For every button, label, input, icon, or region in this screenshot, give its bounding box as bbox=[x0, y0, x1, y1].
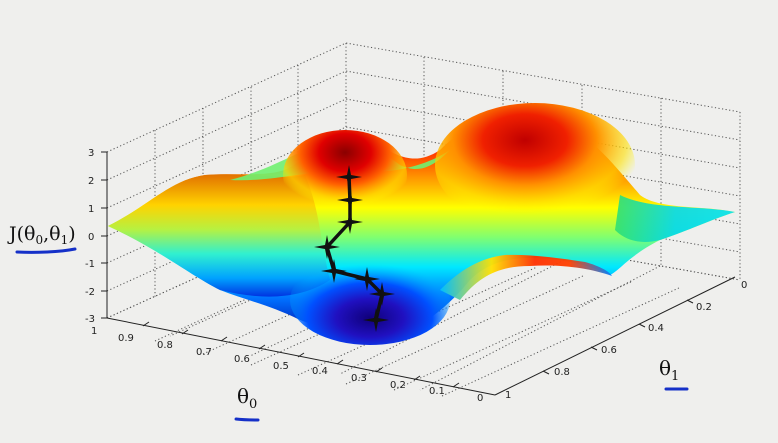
svg-text:2: 2 bbox=[88, 176, 94, 187]
star-marker bbox=[321, 259, 347, 283]
star-marker bbox=[336, 165, 362, 189]
svg-text:1: 1 bbox=[88, 204, 94, 215]
svg-text:-3: -3 bbox=[85, 314, 95, 325]
x-label-underline bbox=[234, 417, 260, 422]
svg-text:0.1: 0.1 bbox=[429, 386, 445, 397]
y-axis-label: θ1 bbox=[659, 356, 689, 391]
axes bbox=[101, 151, 736, 396]
svg-text:0.3: 0.3 bbox=[351, 373, 367, 384]
svg-text:-1: -1 bbox=[85, 259, 95, 270]
svg-text:0.6: 0.6 bbox=[601, 345, 617, 356]
svg-text:0: 0 bbox=[88, 232, 94, 243]
star-marker bbox=[363, 308, 389, 332]
z-axis-label: J(θ0,θ1) bbox=[7, 223, 77, 254]
descent-path bbox=[314, 165, 395, 332]
svg-text:0.8: 0.8 bbox=[157, 340, 173, 351]
star-marker bbox=[337, 210, 363, 234]
svg-text:0.2: 0.2 bbox=[390, 380, 406, 391]
star-marker bbox=[369, 282, 395, 306]
svg-text:0.4: 0.4 bbox=[648, 323, 664, 334]
svg-text:0: 0 bbox=[741, 280, 747, 291]
svg-text:0.9: 0.9 bbox=[118, 333, 134, 344]
svg-text:0.4: 0.4 bbox=[312, 366, 328, 377]
svg-text:3: 3 bbox=[88, 148, 94, 159]
svg-text:0: 0 bbox=[477, 393, 483, 404]
svg-text:0.2: 0.2 bbox=[696, 302, 712, 313]
x-tick-labels: 1 0.9 0.8 0.7 0.6 0.5 0.4 0.3 0.2 0.1 0 bbox=[91, 326, 483, 404]
x-axis-label: θ0 bbox=[234, 384, 260, 422]
star-marker bbox=[337, 188, 363, 212]
svg-text:1: 1 bbox=[91, 326, 97, 337]
star-marker bbox=[314, 235, 340, 259]
svg-text:θ0: θ0 bbox=[237, 384, 257, 412]
svg-text:0.5: 0.5 bbox=[273, 361, 289, 372]
y-tick-labels: 0 0.2 0.4 0.6 0.8 1 bbox=[505, 280, 747, 401]
svg-text:0.6: 0.6 bbox=[234, 354, 250, 365]
z-tick-labels: 3 2 1 0 -1 -2 -3 bbox=[85, 148, 95, 325]
star-marker bbox=[354, 267, 380, 291]
svg-text:0.7: 0.7 bbox=[196, 347, 212, 358]
cost-surface bbox=[108, 103, 735, 345]
z-label-underline bbox=[15, 247, 77, 254]
svg-text:0.8: 0.8 bbox=[554, 367, 570, 378]
svg-text:J(θ0,θ1): J(θ0,θ1) bbox=[7, 223, 76, 247]
svg-text:-2: -2 bbox=[85, 287, 95, 298]
svg-text:1: 1 bbox=[505, 390, 511, 401]
svg-text:θ1: θ1 bbox=[659, 356, 679, 384]
